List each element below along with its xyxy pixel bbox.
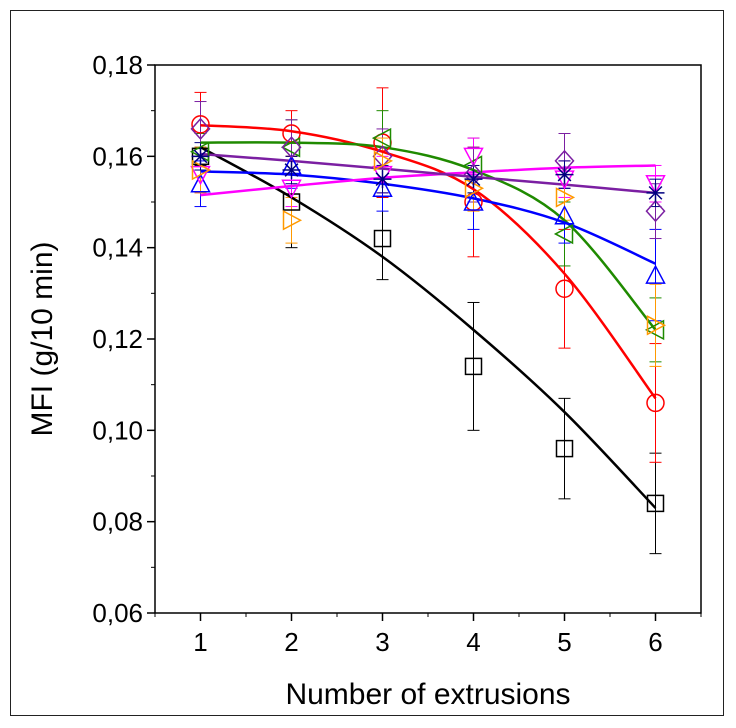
- series-diamond: [194, 101, 662, 240]
- plot-area-border: [154, 64, 702, 614]
- fit-line: [199, 146, 657, 509]
- data-point: [555, 279, 574, 299]
- y-tick-label: 0,14: [92, 233, 143, 263]
- error-bar: [285, 196, 298, 244]
- data-point: [281, 136, 302, 159]
- error-bar: [558, 397, 571, 500]
- data-point: [282, 210, 303, 231]
- asterisk-stroke: [648, 185, 663, 200]
- x-tick-label: 1: [193, 627, 207, 657]
- figure-frame: [10, 10, 724, 716]
- data-point: [371, 127, 392, 149]
- x-axis-title: Number of extrusions: [285, 678, 570, 711]
- data-point: [373, 150, 394, 172]
- y-tick-label: 0,06: [92, 598, 143, 628]
- data-point: [644, 319, 665, 341]
- y-tick-label: 0,08: [92, 507, 143, 537]
- y-tick-label: 0,18: [92, 50, 143, 80]
- fit-line: [200, 164, 656, 197]
- asterisk-stroke: [466, 172, 481, 187]
- data-point: [645, 264, 666, 284]
- series-triangle-up: [194, 142, 662, 322]
- data-point: [463, 147, 484, 167]
- data-point: [646, 393, 665, 413]
- y-tick-label: 0,16: [92, 141, 143, 171]
- markers-diamond: [190, 117, 666, 223]
- markers-asterisk: [191, 147, 665, 202]
- data-point: [191, 115, 210, 134]
- data-point: [646, 494, 665, 513]
- y-tick-label: 0,10: [92, 415, 143, 445]
- data-point: [555, 165, 574, 184]
- data-point: [190, 117, 211, 141]
- asterisk-stroke: [284, 163, 299, 177]
- x-tick-label: 2: [284, 627, 298, 657]
- data-point: [282, 193, 301, 211]
- series-triangle-left: [194, 110, 662, 363]
- data-point: [645, 174, 666, 195]
- data-point: [464, 357, 483, 376]
- data-point: [554, 205, 575, 225]
- data-point: [555, 439, 574, 458]
- data-point: [646, 183, 665, 202]
- fit-line: [200, 152, 656, 195]
- markers-square: [191, 147, 665, 513]
- data-point: [281, 179, 302, 199]
- markers-triangle-right: [191, 150, 667, 336]
- data-point: [553, 223, 574, 245]
- data-point: [372, 177, 393, 198]
- data-point: [190, 165, 211, 186]
- x-tick-label: 4: [466, 627, 480, 657]
- data-point: [191, 147, 210, 166]
- series-square: [194, 146, 662, 555]
- asterisk-stroke: [557, 167, 572, 182]
- markers-circle: [191, 115, 665, 413]
- x-tick-label: 5: [557, 627, 571, 657]
- y-tick-label: 0,12: [92, 324, 143, 354]
- data-point: [190, 173, 211, 193]
- error-bar: [467, 301, 480, 431]
- data-point: [464, 170, 483, 189]
- y-axis-title: MFI (g/10 min): [26, 241, 59, 436]
- x-tick-label: 3: [375, 627, 389, 657]
- asterisk-stroke: [375, 172, 390, 187]
- data-point: [191, 159, 212, 181]
- data-point: [645, 200, 666, 223]
- series-circle: [194, 87, 662, 463]
- fit-line: [200, 124, 657, 400]
- data-point: [646, 315, 667, 336]
- data-point: [282, 161, 301, 180]
- data-point: [373, 170, 392, 189]
- x-tick-label: 6: [648, 627, 662, 657]
- data-point: [373, 229, 392, 248]
- asterisk-stroke: [193, 149, 208, 164]
- data-point: [555, 187, 576, 208]
- data-point: [462, 155, 483, 176]
- data-point: [463, 191, 484, 211]
